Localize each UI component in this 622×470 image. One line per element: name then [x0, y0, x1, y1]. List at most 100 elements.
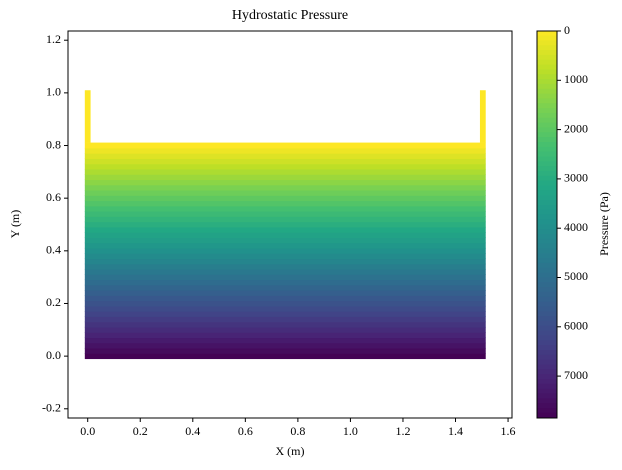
fluid-row: [84, 247, 486, 254]
colorbar-swatch: [537, 369, 557, 375]
x-tick-label: 1.4: [448, 424, 463, 438]
fluid-row: [84, 242, 486, 249]
colorbar-swatch: [537, 79, 557, 85]
colorbar-tick-label: 6000: [564, 319, 588, 333]
fluid-row: [84, 184, 486, 191]
fluid-row: [84, 221, 486, 228]
fluid-row: [84, 258, 486, 265]
colorbar-swatch: [537, 132, 557, 138]
colorbar-tick-label: 3000: [564, 171, 588, 185]
colorbar-swatch: [537, 50, 557, 56]
colorbar-swatch: [537, 248, 557, 254]
fluid-row: [84, 153, 486, 159]
fluid-row: [84, 142, 486, 149]
colorbar-swatch: [537, 282, 557, 288]
colorbar-swatch: [537, 98, 557, 104]
fluid-row: [84, 353, 486, 360]
chart-title: Hydrostatic Pressure: [232, 8, 348, 23]
colorbar-swatch: [537, 340, 557, 346]
colorbar-swatch: [537, 170, 557, 177]
colorbar-swatch: [537, 359, 557, 366]
colorbar-swatch: [537, 277, 557, 283]
x-tick-label: 0.0: [80, 424, 95, 438]
y-tick-label: 1.2: [46, 32, 61, 46]
colorbar-swatch: [537, 45, 557, 51]
colorbar-swatch: [537, 253, 557, 259]
colorbar-swatch: [537, 408, 557, 414]
colorbar-swatch: [537, 320, 557, 327]
y-axis-label: Y (m): [8, 210, 22, 239]
x-tick-label: 1.2: [395, 424, 410, 438]
plot-frame: [67, 30, 513, 419]
colorbar-swatch: [537, 122, 557, 129]
fluid-row: [84, 216, 486, 223]
fluid-row: [84, 237, 486, 244]
colorbar-swatch: [537, 161, 557, 167]
fluid-row: [84, 195, 486, 202]
colorbar-tick-label: 2000: [564, 121, 588, 135]
colorbar-swatch: [537, 354, 557, 361]
colorbar-swatch: [537, 204, 557, 211]
colorbar-swatch: [537, 287, 557, 293]
colorbar-swatch: [537, 258, 557, 264]
colorbar-swatch: [537, 349, 557, 356]
fluid-row: [84, 342, 486, 349]
fluid-row: [84, 200, 486, 207]
colorbar-tick-label: 0: [564, 23, 570, 37]
colorbar-swatch: [537, 185, 557, 191]
colorbar-swatch: [537, 200, 557, 206]
fluid-row: [84, 316, 486, 323]
colorbar-swatch: [537, 117, 557, 124]
colorbar-swatch: [537, 88, 557, 95]
colorbar-swatch: [537, 83, 557, 90]
colorbar-label: Pressure (Pa): [597, 192, 611, 256]
fluid-row: [84, 205, 486, 212]
colorbar-swatch: [537, 195, 557, 201]
colorbar-swatch: [537, 40, 557, 46]
fluid-row: [84, 290, 486, 296]
x-tick-label: 1.0: [343, 424, 358, 438]
colorbar-swatch: [537, 64, 557, 70]
colorbar-swatch: [537, 54, 557, 61]
fluid-row: [84, 158, 486, 165]
x-tick-label: 0.4: [185, 424, 200, 438]
fluid-row: [84, 274, 486, 281]
colorbar-swatch: [537, 388, 557, 395]
fluid-row: [84, 147, 486, 154]
fluid-row: [84, 332, 486, 339]
fluid-row: [84, 174, 486, 181]
colorbar-swatch: [537, 238, 557, 245]
colorbar-swatch: [537, 233, 557, 240]
colorbar-swatch: [537, 151, 557, 158]
x-axis-label: X (m): [276, 444, 305, 458]
colorbar-swatch: [537, 379, 557, 385]
colorbar-swatch: [537, 180, 557, 187]
colorbar-swatch: [537, 69, 557, 75]
colorbar-swatch: [537, 137, 557, 143]
colorbar-swatch: [537, 335, 557, 341]
colorbar-swatch: [537, 364, 557, 370]
colorbar-swatch: [537, 93, 557, 100]
colorbar-swatch: [537, 103, 557, 109]
fluid-row: [84, 168, 486, 175]
fluid-row: [84, 284, 486, 291]
colorbar-swatch: [537, 306, 557, 312]
colorbar-swatch: [537, 345, 557, 351]
colorbar-tick-label: 4000: [564, 220, 588, 234]
y-tick-label: 1.0: [46, 85, 61, 99]
fluid-row: [84, 305, 486, 312]
fluid-row: [84, 268, 486, 275]
fluid-row: [84, 226, 486, 233]
colorbar-swatch: [537, 146, 557, 153]
colorbar-swatch: [537, 272, 557, 279]
colorbar-swatch: [537, 35, 557, 41]
colorbar-swatch: [537, 229, 557, 235]
x-tick-label: 0.8: [290, 424, 305, 438]
colorbar-tick-label: 5000: [564, 269, 588, 283]
colorbar-swatch: [537, 243, 557, 249]
colorbar-swatch: [537, 262, 557, 269]
colorbar-swatch: [537, 74, 557, 80]
y-tick-label: 0.4: [46, 243, 61, 257]
colorbar-swatch: [537, 141, 557, 148]
